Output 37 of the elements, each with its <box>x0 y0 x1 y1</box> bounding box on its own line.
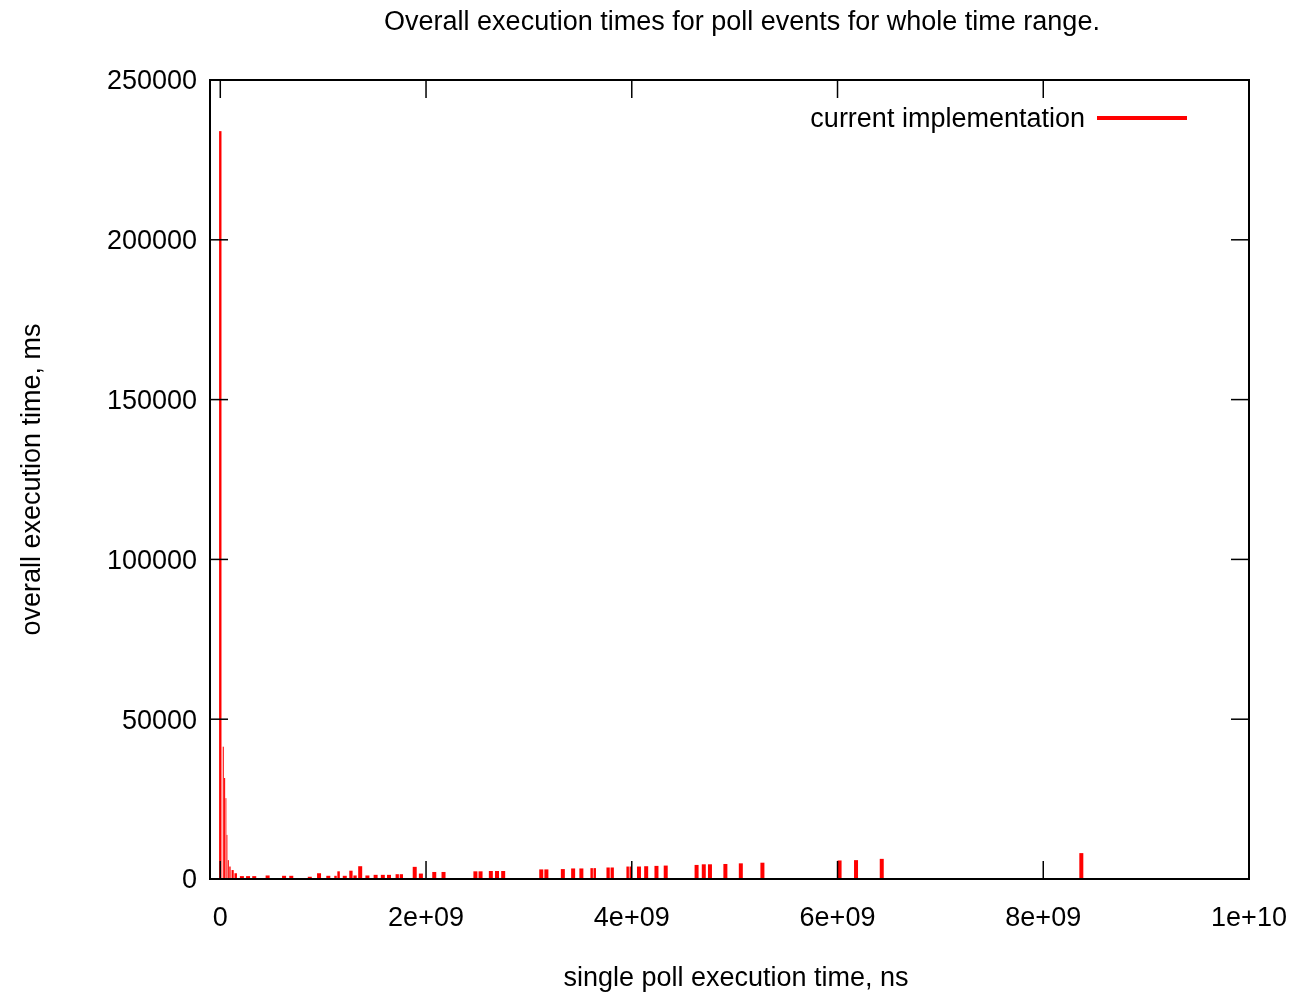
x-tick-label: 6e+09 <box>799 902 876 932</box>
y-tick-label: 200000 <box>106 225 197 256</box>
bar <box>694 864 699 879</box>
bar <box>606 867 610 879</box>
bar <box>879 858 884 879</box>
y-tick-label: 100000 <box>106 544 197 575</box>
bar <box>412 866 417 879</box>
bar <box>579 868 584 879</box>
x-tick-label: 8e+09 <box>1005 902 1082 932</box>
x-tick-label: 4e+09 <box>593 902 670 932</box>
bar <box>654 865 659 879</box>
bar <box>337 871 340 879</box>
bar <box>478 871 483 879</box>
x-tick-label: 0 <box>212 902 228 932</box>
bar <box>349 870 353 879</box>
x-axis-title: single poll execution time, ns <box>563 962 909 992</box>
chart-title: Overall execution times for poll events for whole time range. <box>384 6 1100 36</box>
bar <box>701 864 706 879</box>
bar <box>760 862 765 879</box>
bar <box>1079 853 1084 879</box>
bar <box>571 868 576 879</box>
bar <box>854 860 859 879</box>
bar <box>473 871 478 879</box>
bar <box>723 863 728 879</box>
bar <box>707 864 712 879</box>
x-tick-label: 2e+09 <box>388 902 464 932</box>
y-axis-title: overall execution time, ms <box>16 323 46 636</box>
legend-label: current implementation <box>810 103 1085 134</box>
y-tick-label: 0 <box>181 864 197 895</box>
x-tick-label: 1e+10 <box>1211 902 1287 932</box>
bar <box>539 869 544 879</box>
bar <box>560 869 565 879</box>
y-tick-label: 250000 <box>106 65 197 96</box>
bar <box>738 863 743 879</box>
y-tick-label: 50000 <box>121 704 197 735</box>
y-tick-label: 150000 <box>106 385 197 416</box>
bar <box>644 866 649 879</box>
